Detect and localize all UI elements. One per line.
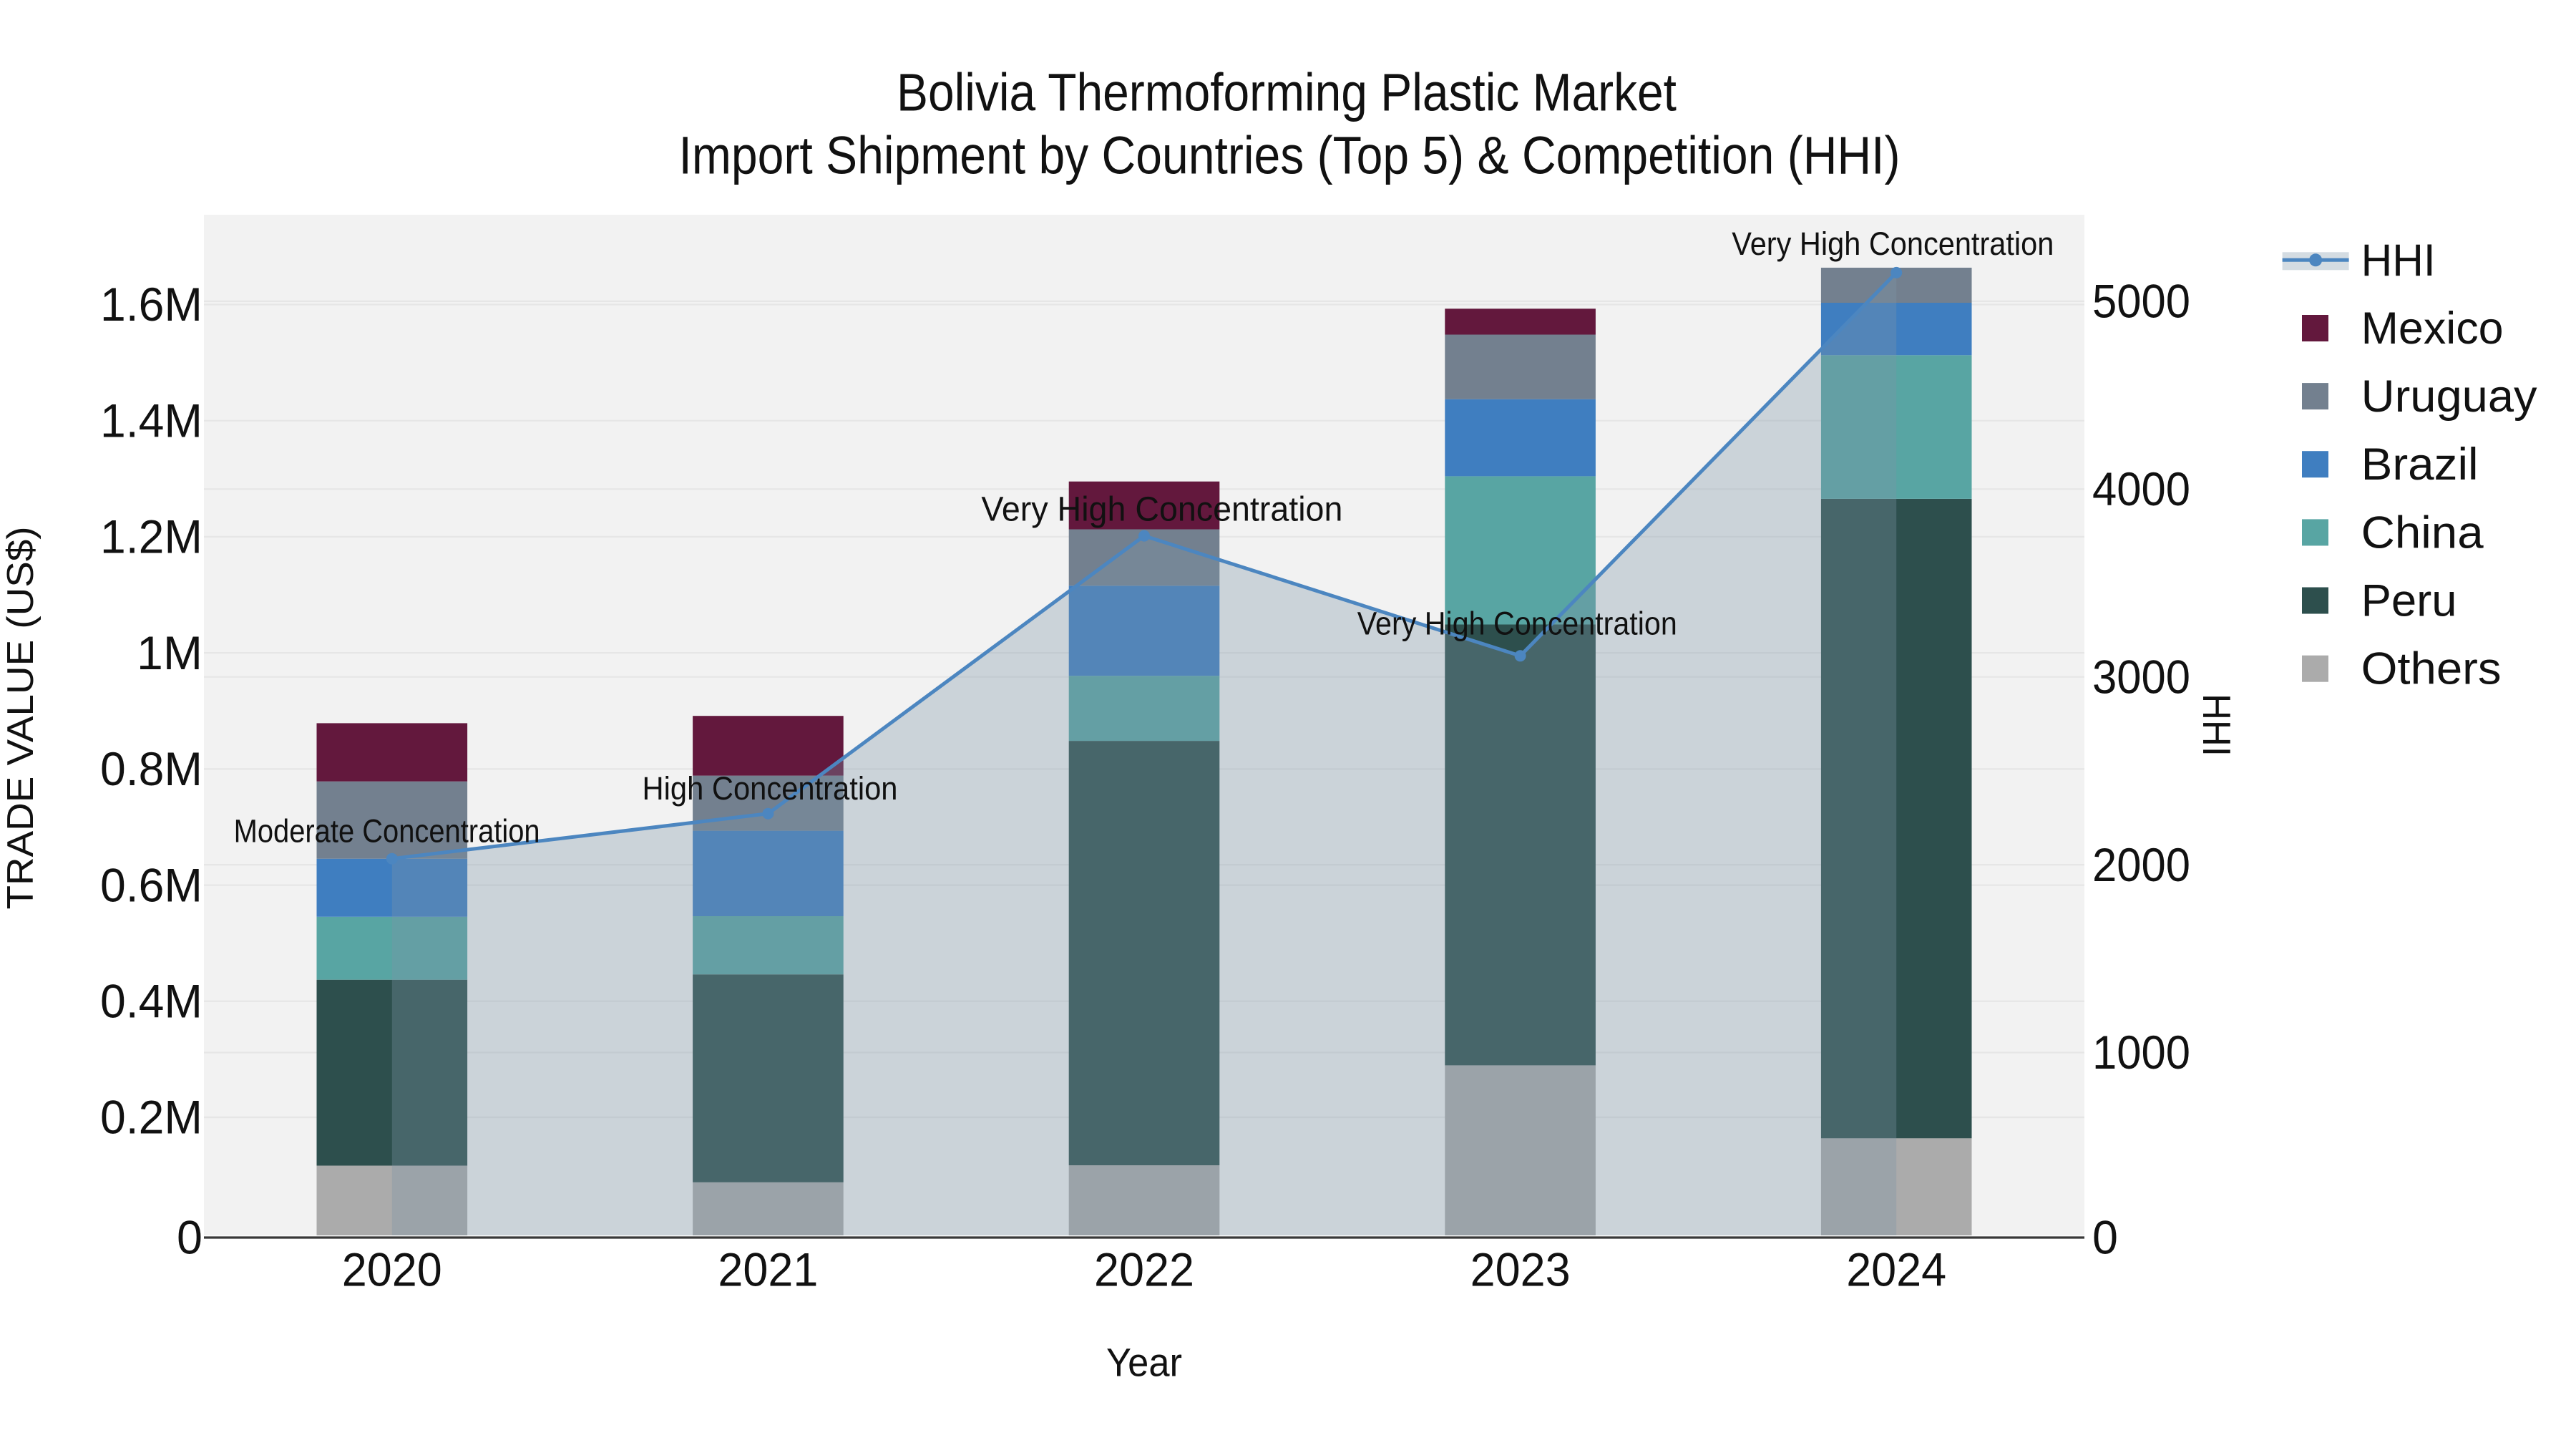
svg-text:Very High Concentration: Very High Concentration	[1357, 606, 1677, 642]
svg-text:0: 0	[177, 1211, 203, 1264]
svg-text:0.4M: 0.4M	[100, 975, 203, 1028]
svg-text:Year: Year	[1106, 1340, 1182, 1385]
svg-text:TRADE VALUE (US$): TRADE VALUE (US$)	[0, 527, 42, 910]
svg-text:Peru: Peru	[2361, 576, 2457, 626]
svg-text:China: China	[2361, 507, 2484, 558]
svg-text:1000: 1000	[2092, 1026, 2190, 1079]
svg-text:HHI: HHI	[2361, 235, 2436, 286]
svg-text:Very High Concentration: Very High Concentration	[981, 491, 1342, 529]
svg-text:1.6M: 1.6M	[100, 278, 203, 331]
svg-text:Others: Others	[2361, 644, 2502, 694]
svg-text:0.6M: 0.6M	[100, 858, 203, 911]
svg-text:Uruguay: Uruguay	[2361, 371, 2538, 422]
svg-text:2021: 2021	[718, 1243, 818, 1296]
svg-text:4000: 4000	[2092, 462, 2190, 515]
svg-text:0.8M: 0.8M	[100, 742, 203, 795]
svg-text:Bolivia Thermoforming Plastic: Bolivia Thermoforming Plastic Market	[897, 62, 1677, 122]
svg-text:2024: 2024	[1846, 1243, 1946, 1296]
svg-text:1M: 1M	[137, 626, 203, 679]
svg-text:Very High Concentration: Very High Concentration	[1732, 225, 2054, 262]
svg-text:0.2M: 0.2M	[100, 1091, 203, 1144]
svg-text:Moderate Concentration: Moderate Concentration	[234, 812, 540, 849]
svg-text:HHI: HHI	[2195, 694, 2239, 757]
svg-text:1.4M: 1.4M	[100, 394, 203, 447]
svg-text:5000: 5000	[2092, 275, 2190, 328]
svg-text:2023: 2023	[1470, 1243, 1571, 1296]
svg-text:2022: 2022	[1094, 1243, 1194, 1296]
svg-text:3000: 3000	[2092, 650, 2190, 703]
svg-text:Brazil: Brazil	[2361, 439, 2479, 490]
svg-text:Import Shipment by Countries (: Import Shipment by Countries (Top 5) & C…	[679, 125, 1901, 185]
svg-text:1.2M: 1.2M	[100, 510, 203, 563]
svg-text:Mexico: Mexico	[2361, 303, 2504, 354]
svg-text:2020: 2020	[342, 1243, 442, 1296]
svg-text:2000: 2000	[2092, 838, 2190, 891]
svg-text:High Concentration: High Concentration	[643, 770, 898, 807]
svg-text:0: 0	[2092, 1211, 2118, 1264]
